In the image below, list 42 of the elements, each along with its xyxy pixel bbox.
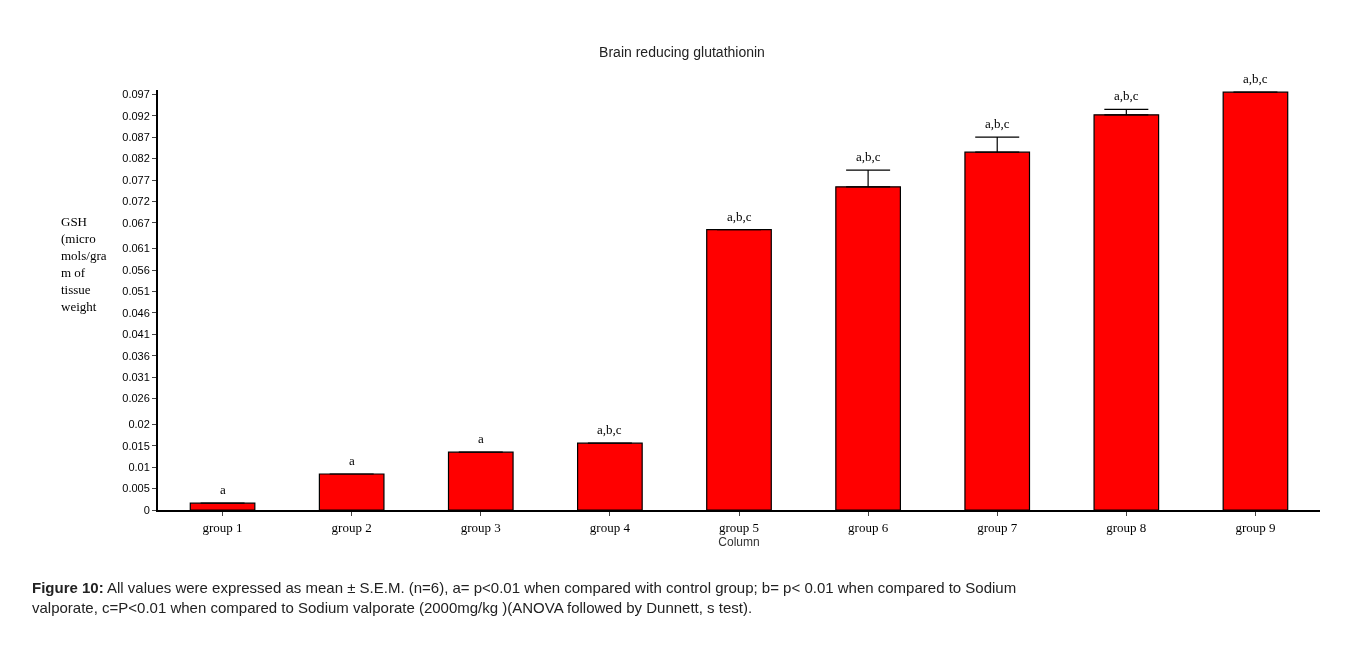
x-tick-label: group 6 [848, 519, 889, 535]
annotation: a,b,c [1114, 88, 1139, 103]
x-axis-title: Column [718, 534, 760, 549]
y-tick-label: 0.097 [122, 88, 150, 101]
annotation: a [220, 482, 226, 497]
y-tick-label: 0.061 [122, 242, 150, 255]
y-tick-label: 0.082 [122, 152, 150, 165]
y-tick-label: 0.015 [122, 439, 150, 452]
x-tick-label: group 2 [331, 519, 372, 535]
y-tick-label: 0.02 [128, 418, 150, 431]
y-tick-label: 0.036 [122, 349, 150, 362]
y-tick-label: 0.031 [122, 370, 150, 383]
caption: Figure 10: All values were expressed as mean ± S.E.M. (n=6), a= p<0.01 when compared with control group; b= p< 0.01 when compared to Sodium valporate, c=P<0.01 when compared to Sodium valporate (2000mg/kg )(ANOVA followed by Dunnett, s test). [32, 579, 1017, 616]
annotation: a,b,c [727, 209, 752, 224]
y-tick-label: 0.01 [128, 460, 150, 473]
x-tick-label: group 3 [460, 519, 501, 535]
y-tick-label: 0.005 [122, 482, 150, 495]
y-tick-label: 0.026 [122, 392, 150, 405]
annotation: a [478, 431, 484, 446]
x-tick-label: group 7 [977, 519, 1018, 535]
y-tick-label: 0 [143, 503, 150, 516]
chart-title: Brain reducing glutathionin [599, 43, 765, 60]
x-tick-label: group 1 [202, 519, 243, 535]
x-tick-label: group 8 [1106, 519, 1147, 535]
annotation: a,b,c [1243, 71, 1268, 86]
annotation: a,b,c [856, 149, 881, 164]
y-tick-label: 0.092 [122, 109, 150, 122]
y-tick-label: 0.056 [122, 263, 150, 276]
x-tick-label: group 5 [718, 519, 760, 535]
y-axis-title: GSH (micro mols/gram of tissue weight [61, 214, 107, 314]
annotation: a [349, 453, 355, 468]
y-tick-label: 0.077 [122, 173, 150, 186]
y-tick-label: 0.046 [122, 306, 150, 319]
y-tick-label: 0.067 [122, 216, 150, 229]
y-tick-label: 0.087 [122, 130, 150, 143]
y-tick-label: 0.041 [122, 328, 150, 341]
annotation: a,b,c [985, 116, 1010, 131]
annotation: a,b,c [597, 422, 622, 437]
y-tick-label: 0.051 [122, 285, 150, 298]
x-tick-label: group 9 [1235, 519, 1276, 535]
y-tick-label: 0.072 [122, 195, 150, 208]
x-tick-label: group 4 [589, 519, 631, 535]
